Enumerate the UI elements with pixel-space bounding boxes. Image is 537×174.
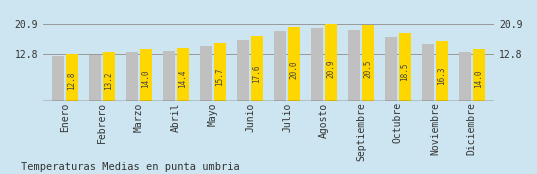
Bar bbox=[436, 41, 448, 101]
Bar bbox=[89, 55, 101, 101]
Bar bbox=[214, 43, 226, 101]
Bar bbox=[53, 56, 64, 101]
Text: 20.5: 20.5 bbox=[363, 60, 372, 78]
Text: 14.4: 14.4 bbox=[178, 69, 187, 88]
Text: 18.5: 18.5 bbox=[400, 63, 409, 81]
Text: 20.9: 20.9 bbox=[326, 59, 335, 78]
Text: 14.0: 14.0 bbox=[474, 70, 483, 88]
Text: 12.8: 12.8 bbox=[68, 72, 76, 90]
Bar bbox=[422, 44, 434, 101]
Bar bbox=[66, 54, 78, 101]
Bar bbox=[311, 28, 323, 101]
Text: 14.0: 14.0 bbox=[141, 70, 150, 88]
Bar bbox=[459, 52, 471, 101]
Bar bbox=[274, 31, 286, 101]
Bar bbox=[200, 46, 212, 101]
Bar bbox=[103, 52, 115, 101]
Bar bbox=[237, 40, 249, 101]
Text: 13.2: 13.2 bbox=[105, 71, 113, 90]
Bar bbox=[251, 36, 263, 101]
Bar bbox=[140, 49, 152, 101]
Text: 17.6: 17.6 bbox=[252, 64, 262, 83]
Bar bbox=[399, 33, 411, 101]
Bar bbox=[163, 51, 175, 101]
Text: 16.3: 16.3 bbox=[437, 66, 446, 85]
Bar bbox=[362, 25, 374, 101]
Text: 20.0: 20.0 bbox=[289, 61, 299, 79]
Text: Temperaturas Medias en punta umbria: Temperaturas Medias en punta umbria bbox=[21, 162, 240, 172]
Bar bbox=[177, 48, 189, 101]
Bar bbox=[325, 24, 337, 101]
Bar bbox=[126, 52, 138, 101]
Text: 15.7: 15.7 bbox=[215, 67, 224, 86]
Bar bbox=[473, 49, 484, 101]
Bar bbox=[288, 27, 300, 101]
Bar bbox=[385, 37, 397, 101]
Bar bbox=[348, 30, 360, 101]
